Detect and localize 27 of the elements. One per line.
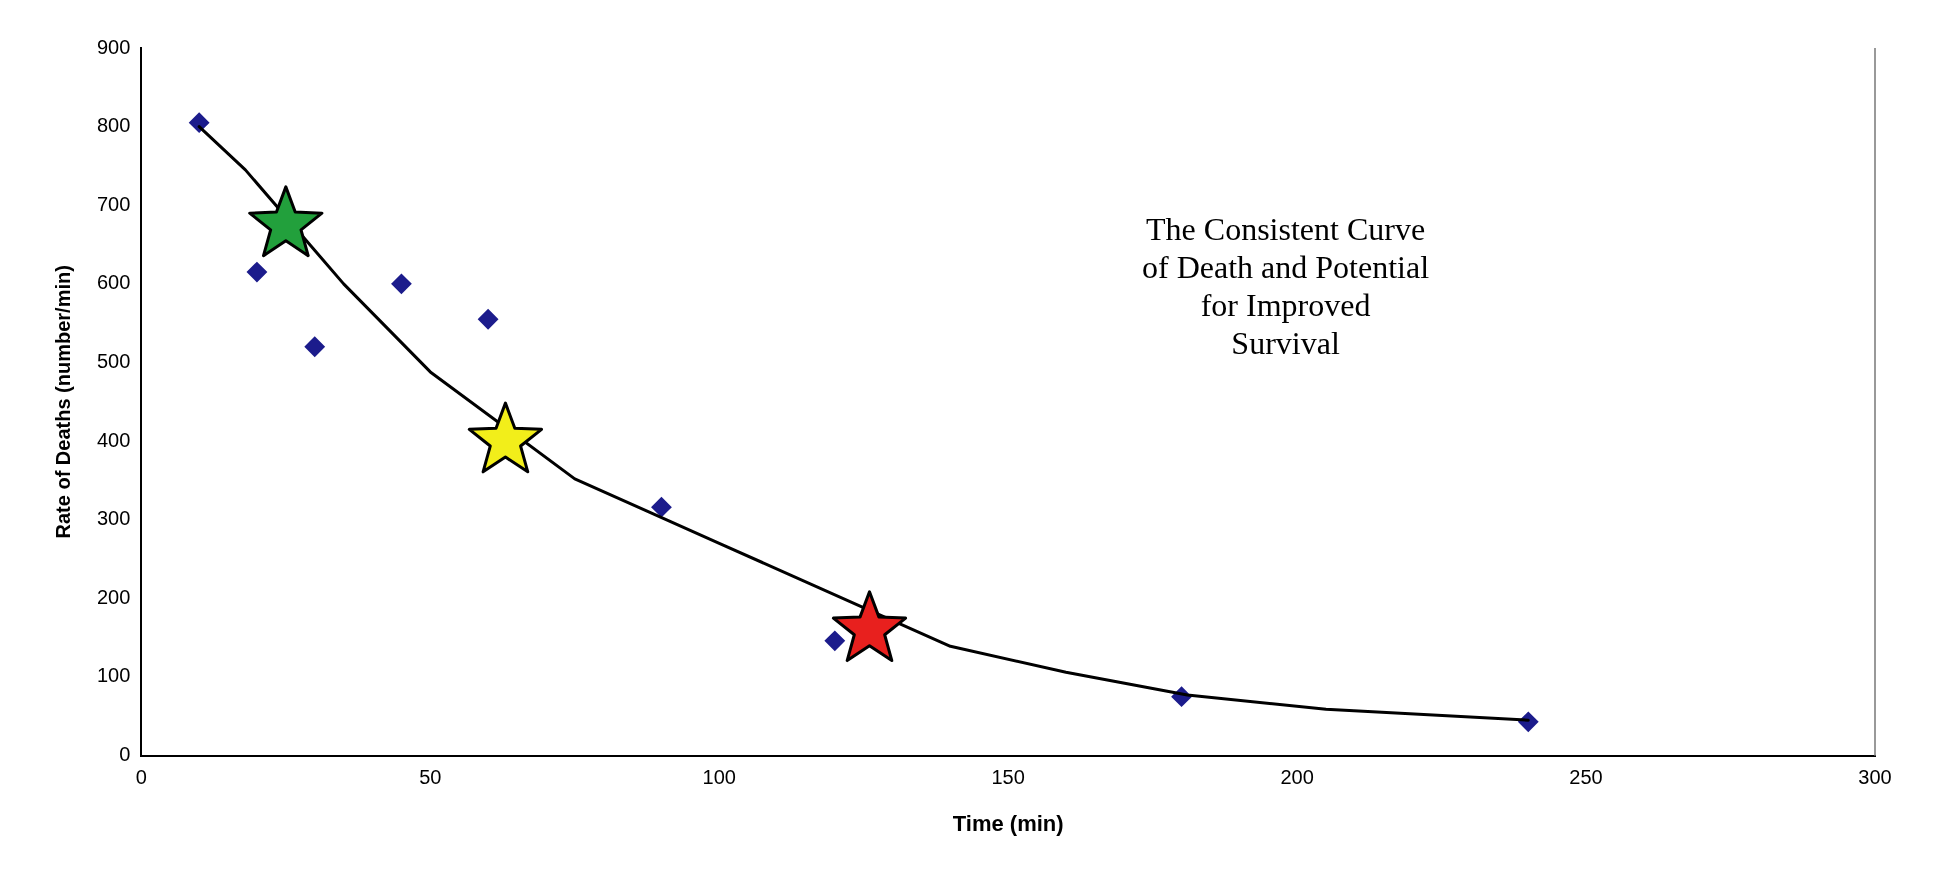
y-axis-title: Rate of Deaths (number/min) [51,265,74,539]
point [478,309,499,330]
point [246,262,267,283]
point [304,336,325,357]
y-tick-label: 600 [96,271,131,294]
y-tick-label: 900 [96,35,131,58]
x-tick-label: 300 [1858,766,1892,789]
x-tick-label: 200 [1280,766,1314,789]
y-tick-label: 700 [96,192,131,215]
annotation: The Consistent Curve of Death and Potential for Improved Survival [1142,210,1430,361]
point [651,497,672,518]
x-tick-label: 150 [991,766,1025,789]
x-tick-label: 50 [419,766,442,789]
x-axis-title: Time (min) [952,810,1064,836]
x-tick-label: 250 [1569,766,1603,789]
y-tick-label: 100 [96,664,131,687]
point [824,630,845,651]
x-tick-label: 100 [702,766,736,789]
y-tick-label: 200 [96,585,131,608]
y-tick-label: 300 [96,507,131,530]
x-tick-label: 0 [135,766,147,789]
y-tick-label: 400 [96,428,131,451]
y-tick-label: 500 [96,350,131,372]
point [189,112,210,133]
y-tick-label: 800 [96,114,131,137]
y-tick-label: 0 [119,743,131,766]
point [391,273,412,294]
